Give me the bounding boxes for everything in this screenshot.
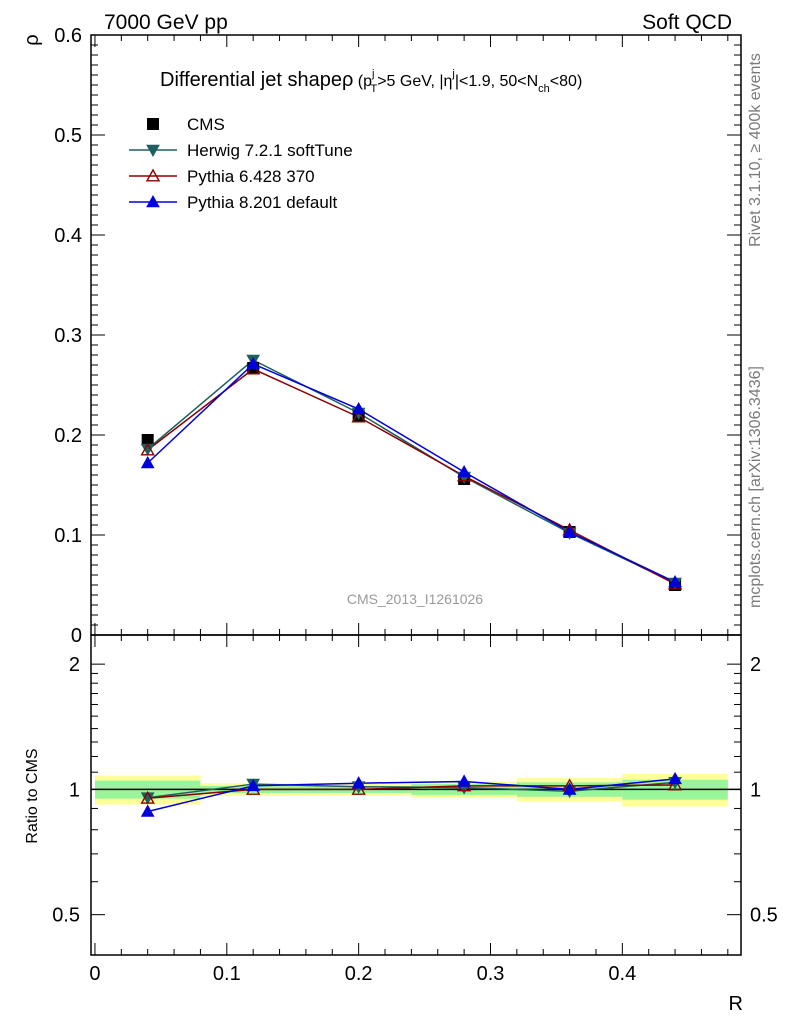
tick-labels: 0 0.1 0.2 0.3 0.4 0.1 0.2 0.3 0.4 0.5 0.6 0 0.5 0.5 1 1…	[52, 25, 778, 985]
y-axis-label-main: ρ	[21, 34, 43, 45]
ratio-point-2	[457, 774, 471, 787]
x-tick-label: 0.4	[608, 963, 636, 985]
legend-marker	[145, 168, 161, 182]
ratio-y-tick-label-left: 2	[69, 654, 80, 676]
series-line-0	[147, 359, 676, 584]
x-tick-label: 0	[89, 963, 100, 985]
ratio-y-tick-label-left: 0.5	[52, 905, 80, 927]
series-point-2	[351, 401, 366, 415]
ratio-point-1	[140, 790, 155, 804]
series-point-1	[140, 442, 155, 456]
ratio-point-2	[246, 778, 261, 792]
y-axis-label-ratio: Ratio to CMS	[24, 748, 41, 843]
header-right: Soft QCD	[642, 11, 732, 34]
series-point-2	[246, 356, 261, 370]
legend-label: Herwig 7.2.1 softTune	[187, 141, 353, 160]
series-point-2	[457, 464, 471, 478]
plot-title: Differential jet shapeρ (pj T>5 GeV, |ηj|…	[160, 68, 582, 95]
rivet-label: Rivet 3.1.10, ≥ 400k events	[747, 53, 764, 247]
series-point-2	[562, 524, 577, 538]
ratio-y-tick-label-right: 2	[750, 654, 761, 676]
mcplots-label: mcplots.cern.ch [arXiv:1306.3436]	[747, 366, 764, 608]
x-tick-label: 0.3	[477, 963, 505, 985]
ratio-y-tick-label-right: 1	[750, 779, 761, 801]
series-point-2	[668, 574, 682, 588]
legend-label: Pythia 6.428 370	[187, 167, 315, 186]
ratio-y-tick-label-right: 0.5	[750, 905, 778, 927]
ratio-line-2	[147, 778, 676, 813]
legend-marker	[146, 144, 160, 158]
legend-marker	[146, 194, 160, 208]
series-line-1	[147, 368, 676, 585]
ratio-y-tick-label-left: 1	[69, 779, 80, 801]
ratio-point-2	[351, 776, 366, 789]
y-tick-label: 0.6	[54, 25, 82, 47]
header-left: 7000 GeV pp	[104, 11, 228, 34]
series-point-2	[140, 455, 155, 469]
legend-label: Pythia 8.201 default	[187, 193, 338, 212]
series-point-1	[351, 409, 366, 423]
cms-point	[141, 434, 154, 446]
series-point-0	[140, 443, 155, 457]
ratio-line-1	[147, 784, 676, 800]
legend: CMS Herwig 7.2.1 softTune Pythia 6.428 370…	[129, 115, 353, 212]
legend-marker	[147, 118, 159, 130]
y-tick-label: 0.4	[54, 225, 82, 247]
axis-ticks	[91, 34, 741, 955]
y-tick-label: 0.2	[54, 425, 82, 447]
ratio-point-1	[667, 777, 683, 791]
series-line-2	[147, 363, 676, 583]
watermark: CMS_2013_I1261026	[347, 591, 483, 607]
ratio-point-2	[668, 771, 682, 785]
x-axis-label: R	[729, 993, 743, 1015]
x-tick-label: 0.2	[345, 963, 373, 985]
y-tick-label-zero: 0	[71, 625, 82, 647]
legend-label: CMS	[187, 115, 225, 134]
ratio-point-2	[140, 804, 155, 817]
x-tick-label: 0.1	[213, 963, 241, 985]
data-markers	[140, 354, 683, 817]
series-lines	[147, 359, 676, 813]
ratio-point-1	[351, 781, 366, 795]
ratio-plot-frame	[90, 634, 742, 956]
ratio-point-2	[562, 782, 577, 795]
y-tick-label: 0.3	[54, 325, 82, 347]
y-tick-label: 0.1	[54, 525, 82, 547]
y-tick-label: 0.5	[54, 125, 82, 147]
